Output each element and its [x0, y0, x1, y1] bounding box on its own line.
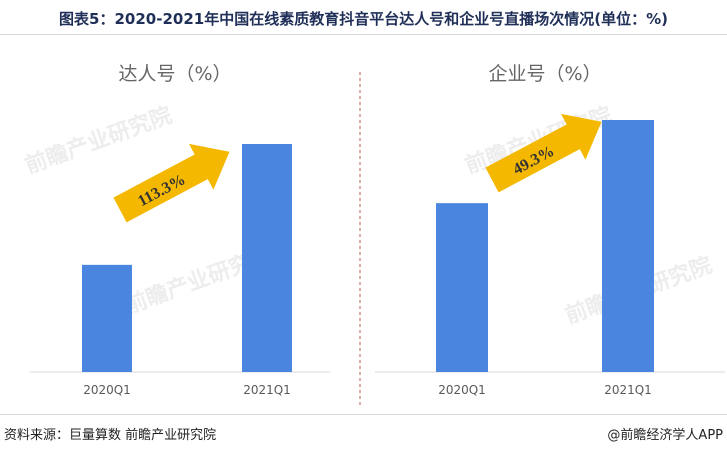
- growth-arrow: 113.3%: [113, 143, 230, 223]
- bar-2021Q1: [242, 144, 292, 372]
- panel-qiye: 企业号（%） 2020Q1 2021Q1 49.3%: [375, 63, 725, 397]
- growth-arrow: 49.3%: [485, 113, 602, 193]
- bar-2021Q1: [602, 120, 654, 372]
- bar-2020Q1: [436, 203, 488, 372]
- bar-2020Q1: [82, 264, 132, 372]
- source-note: 资料来源：巨量算数 前瞻产业研究院: [4, 428, 217, 443]
- panel-title: 达人号（%）: [118, 63, 231, 85]
- x-tick-label: 2021Q1: [243, 383, 291, 397]
- panel-title: 企业号（%）: [488, 63, 601, 85]
- figure-title: 图表5：2020-2021年中国在线素质教育抖音平台达人号和企业号直播场次情况(…: [59, 10, 668, 28]
- panel-daren: 达人号（%） 2020Q1 2021Q1 113.3%: [30, 63, 330, 397]
- footer-divider: [0, 414, 727, 415]
- x-tick-label: 2020Q1: [83, 383, 131, 397]
- title-divider: [0, 34, 727, 35]
- arrow-shape: [113, 143, 230, 223]
- arrow-shape: [485, 113, 602, 193]
- x-tick-label: 2020Q1: [438, 383, 486, 397]
- x-tick-label: 2021Q1: [604, 383, 652, 397]
- credit-note: @前瞻经济学人APP: [607, 428, 723, 443]
